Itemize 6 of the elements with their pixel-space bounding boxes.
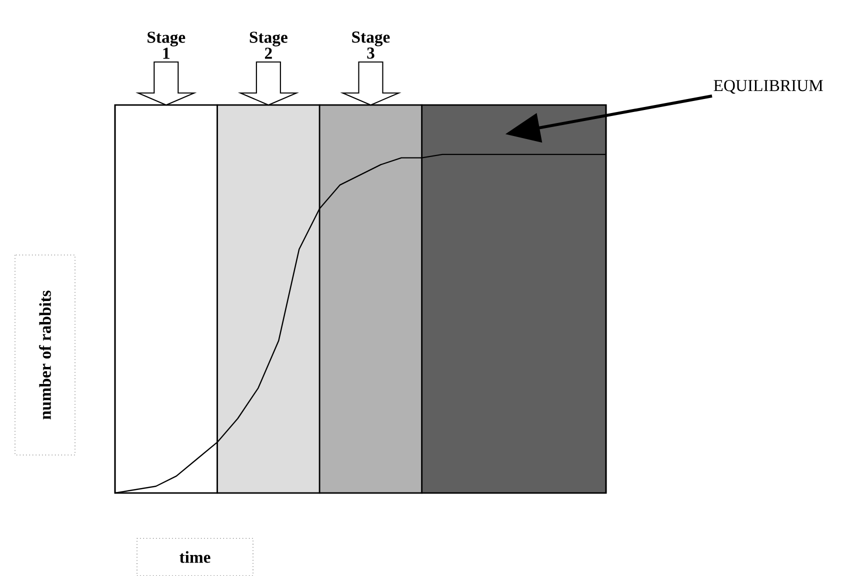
text: EQUILIBRIUM (714, 80, 823, 94)
text: Stage 2 (250, 32, 288, 59)
text: time (180, 551, 210, 563)
text: number of rabbits (39, 290, 51, 420)
text: Stage 3 (352, 32, 390, 59)
text: Stage 1 (148, 32, 186, 59)
